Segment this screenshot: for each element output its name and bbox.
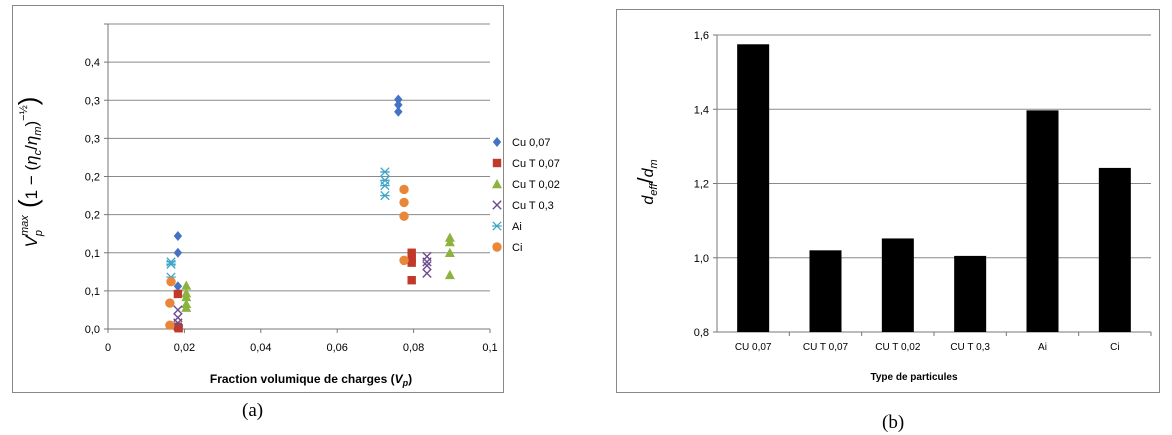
legend-entry: Ci [512,242,522,254]
data-point-4 [166,259,176,269]
scatter-chart-panel: 0 0,02 0,04 0,06 0,08 0,1 0,0 0,1 0,1 0,2 0,2 0,3 0… [12,5,560,393]
x-tick-label: Ai [1038,342,1047,353]
y-tick-label: 0,3 [85,133,100,145]
x-tick-label: CU T 0,02 [875,342,921,353]
data-point-5 [165,298,175,308]
y-tick-label: 0,2 [85,210,100,222]
data-point-3 [173,305,183,315]
data-point-4 [380,180,390,191]
data-point-2 [181,280,192,290]
caption-b: (b) [882,412,905,433]
data-point-2 [181,291,192,302]
legend-marker [492,137,502,147]
x-tick-label: CU T 0,3 [950,342,990,353]
y-tick-label: 1,6 [694,30,709,42]
data-point-3 [422,268,432,279]
data-point-0 [173,247,183,258]
data-point-1 [407,276,416,285]
y-tick-label: 0,0 [85,324,100,336]
x-tick-label: 0,02 [174,342,195,354]
data-point-3 [173,318,183,328]
legend-entry: Cu T 0,3 [512,200,554,212]
bar [809,250,842,332]
x-tick-label: 0,06 [326,342,347,354]
bar [737,44,770,332]
data-point-2 [444,269,455,280]
legend-marker [492,179,502,189]
data-point-5 [166,277,176,287]
y-tick-label: 0,1 [85,248,100,260]
legend-entry: Cu 0,07 [512,137,551,149]
data-point-2 [444,237,455,247]
x-tick-label: 0,1 [482,342,497,354]
data-point-3 [422,257,432,267]
x-tick-label: CU T 0,07 [803,342,849,353]
y-tick-label: 0,1 [85,286,100,298]
x-axis-label: Type de particules [870,372,958,383]
data-point-0 [394,106,403,117]
data-point-0 [173,230,183,241]
x-tick-label: 0,08 [403,342,424,354]
y-tick-label: 0,3 [85,95,100,107]
legend-marker [492,221,502,231]
data-point-5 [399,197,409,208]
y-tick-label: 0,4 [85,57,100,69]
legend-marker [492,200,502,210]
y-tick-label: 1,0 [694,253,709,265]
x-tick-label: CU 0,07 [735,342,772,353]
y-tick-label: 1,4 [694,104,709,116]
x-tick-label: 0 [105,342,111,354]
data-point-5 [399,211,409,221]
data-point-3 [422,261,432,271]
data-point-2 [181,302,192,312]
y-tick-label: 0,8 [694,327,709,339]
y-axis-label: Vpmax (1 − (ηc/ηm)−½) [13,97,45,248]
bar [1098,167,1131,332]
data-point-0 [394,94,403,105]
legend-entry: Cu T 0,07 [512,158,560,170]
data-point-0 [173,281,183,292]
data-point-1 [407,248,416,257]
x-tick-label: Ci [1110,342,1119,353]
bar [954,255,987,332]
data-point-1 [407,258,416,267]
data-point-5 [399,255,409,266]
bar-chart: 0,8 1,0 1,2 1,4 1,6 CU 0,07 CU T 0,07 CU T 0,0… [633,30,1152,383]
data-point-1 [173,289,183,299]
data-point-4 [380,190,390,201]
data-point-0 [394,99,403,110]
x-tick-label: 0,04 [250,342,271,354]
data-point-2 [444,247,455,257]
y-axis-label-formula: deff/dm [633,159,660,204]
scatter-chart: 0 0,02 0,04 0,06 0,08 0,1 0,0 0,1 0,1 0,2 0,2 0,3 0… [13,23,560,388]
data-point-5 [165,320,175,330]
y-tick-label: 0,2 [85,172,100,184]
y-tick-label: 1,2 [694,179,709,191]
caption-a: (a) [242,400,264,421]
legend-entry: Cu T 0,02 [512,179,560,191]
legend-marker [492,242,502,252]
legend-marker [492,158,502,168]
x-axis-label: Fraction volumique de charges (Vp) [210,372,412,388]
data-point-5 [399,184,409,195]
data-point-4 [380,167,390,177]
legend-entry: Ai [512,221,522,233]
y-axis-label-formula: Vpmax (1 − (ηc/ηm)−½) [13,97,45,248]
bar [881,238,914,332]
data-point-1 [174,324,183,333]
y-axis-label: deff/dm [633,159,660,204]
bar [1026,110,1059,333]
bar-chart-panel: 0,8 1,0 1,2 1,4 1,6 CU 0,07 CU T 0,07 CU T 0,0… [616,9,1160,393]
